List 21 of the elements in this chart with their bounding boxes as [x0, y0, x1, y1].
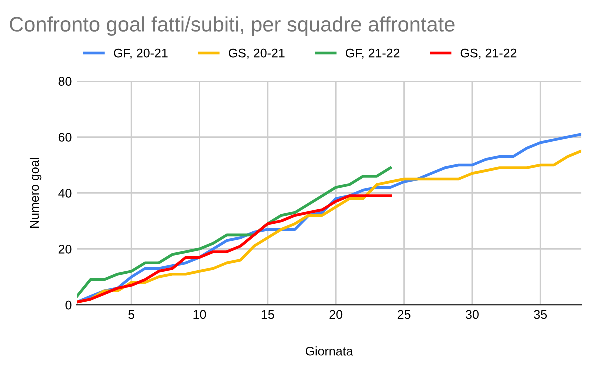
line-series [77, 166, 392, 298]
x-tick-label: 5 [128, 310, 135, 320]
x-tick-label: 25 [398, 310, 411, 320]
line-series [77, 194, 392, 304]
x-axis-title: Giornata [306, 346, 354, 356]
y-tick-label: 20 [58, 244, 72, 254]
legend-label: GS, 21-22 [460, 48, 517, 60]
y-tick-label: 0 [66, 300, 72, 310]
y-tick-label: 80 [58, 77, 72, 86]
legend-label: GS, 20-21 [229, 48, 285, 60]
x-tick-label: 10 [194, 310, 206, 320]
x-tick-label: 20 [330, 310, 343, 320]
legend-label: GF, 20-21 [114, 48, 168, 60]
y-tick-label: 40 [58, 189, 72, 198]
y-tick-label: 60 [58, 133, 72, 142]
y-axis-title: Numero goal [30, 158, 42, 228]
chart-title: Confronto goal fatti/subiti, per squadre affrontate [10, 16, 455, 36]
legend-label: GF, 21-22 [346, 48, 400, 60]
x-tick-label: 35 [534, 310, 548, 320]
x-tick-label: 15 [262, 310, 274, 320]
x-tick-label: 30 [466, 310, 479, 320]
